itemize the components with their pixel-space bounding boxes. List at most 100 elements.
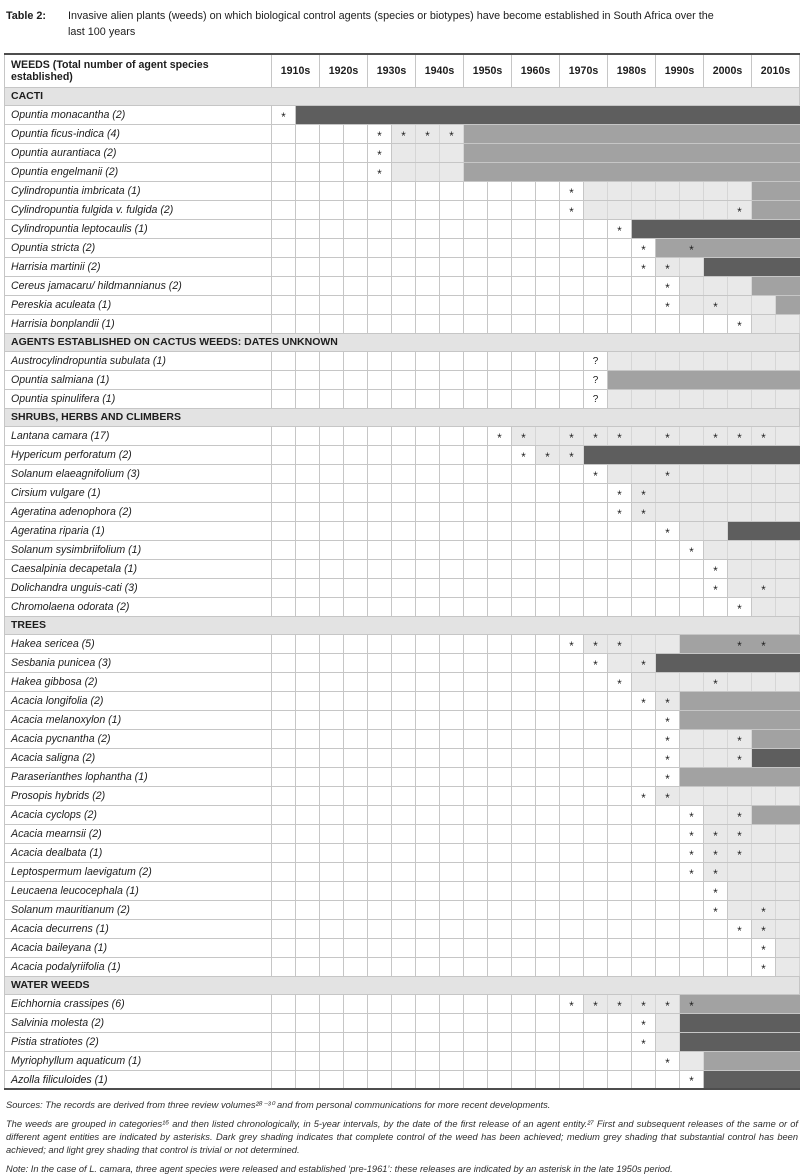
- timeline-cell: [511, 482, 536, 503]
- timeline-cell: [367, 275, 392, 296]
- timeline-cell: [511, 1069, 536, 1090]
- timeline-cell: [271, 709, 296, 730]
- timeline-cell: [727, 482, 752, 503]
- asterisk-marker: *: [401, 130, 406, 143]
- timeline-cell: [391, 785, 416, 806]
- timeline-cell: [607, 728, 632, 749]
- timeline-cell: [703, 539, 728, 560]
- timeline-cell: [535, 577, 560, 598]
- timeline-cell: [271, 804, 296, 825]
- timeline-cell: [319, 180, 344, 201]
- timeline-cell: [559, 520, 584, 541]
- timeline-cell: [679, 161, 704, 182]
- asterisk-marker: *: [521, 451, 526, 464]
- timeline-cell: [583, 671, 608, 692]
- timeline-cell: [775, 899, 800, 920]
- asterisk-marker: *: [641, 659, 646, 672]
- timeline-cell: [679, 728, 704, 749]
- timeline-cell: [655, 388, 680, 409]
- timeline-cell: [631, 937, 656, 958]
- timeline-cell: [607, 275, 632, 296]
- timeline-cell: [751, 785, 776, 806]
- timeline-cell: [391, 823, 416, 844]
- asterisk-marker: *: [689, 811, 694, 824]
- release-marker-cell: *: [559, 425, 584, 446]
- timeline-cell: [511, 199, 536, 220]
- timeline-cell: [607, 709, 632, 730]
- timeline-cell: [295, 1069, 320, 1090]
- decade-column-header: 1970s: [559, 53, 608, 88]
- timeline-cell: [439, 294, 464, 315]
- timeline-cell: [295, 539, 320, 560]
- release-marker-cell: *: [679, 823, 704, 844]
- timeline-cell: [607, 369, 632, 390]
- release-marker-cell: *: [679, 539, 704, 560]
- timeline-cell: [535, 728, 560, 749]
- timeline-cell: [751, 1031, 776, 1052]
- timeline-cell: [463, 237, 488, 258]
- asterisk-marker: *: [641, 697, 646, 710]
- timeline-cell: [415, 880, 440, 901]
- timeline-cell: [343, 1069, 368, 1090]
- timeline-cell: [319, 501, 344, 522]
- timeline-cell: [343, 1050, 368, 1071]
- timeline-cell: [271, 918, 296, 939]
- timeline-cell: [511, 350, 536, 371]
- timeline-cell: [391, 237, 416, 258]
- asterisk-marker: *: [737, 603, 742, 616]
- timeline-cell: [775, 766, 800, 787]
- timeline-cell: [463, 880, 488, 901]
- timeline-cell: [607, 256, 632, 277]
- timeline-cell: [487, 123, 512, 144]
- timeline-cell: [367, 1031, 392, 1052]
- timeline-cell: [679, 1031, 704, 1052]
- timeline-cell: [463, 275, 488, 296]
- weed-name: Acacia longifolia (2): [4, 690, 272, 711]
- timeline-cell: [439, 180, 464, 201]
- table-row: Cylindropuntia fulgida v. fulgida (2) * *: [4, 199, 800, 220]
- timeline-cell: [535, 520, 560, 541]
- timeline-cell: [439, 350, 464, 371]
- timeline-cell: [391, 482, 416, 503]
- release-marker-cell: *: [511, 425, 536, 446]
- timeline-cell: [415, 766, 440, 787]
- timeline-cell: [343, 785, 368, 806]
- timeline-cell: [535, 823, 560, 844]
- table-title: Invasive alien plants (weeds) on which b…: [68, 10, 714, 39]
- timeline-cell: [295, 350, 320, 371]
- timeline-cell: [487, 804, 512, 825]
- timeline-cell: [535, 785, 560, 806]
- asterisk-marker: *: [641, 1038, 646, 1051]
- timeline-cell: [487, 1012, 512, 1033]
- timeline-cell: [415, 861, 440, 882]
- asterisk-marker: *: [569, 206, 574, 219]
- timeline-cell: [367, 937, 392, 958]
- weed-name: Prosopis hybrids (2): [4, 785, 272, 806]
- release-marker-cell: *: [607, 482, 632, 503]
- timeline-cell: [391, 218, 416, 239]
- release-marker-cell: *: [703, 577, 728, 598]
- timeline-cell: [343, 993, 368, 1014]
- timeline-cell: [607, 104, 632, 125]
- timeline-cell: [367, 823, 392, 844]
- timeline-cell: [343, 671, 368, 692]
- timeline-cell: [727, 899, 752, 920]
- table-row: Cylindropuntia leptocaulis (1) *: [4, 218, 800, 239]
- timeline-cell: [319, 199, 344, 220]
- timeline-cell: [727, 444, 752, 465]
- asterisk-marker: *: [737, 640, 742, 653]
- timeline-cell: [583, 501, 608, 522]
- release-marker-cell: *: [679, 804, 704, 825]
- timeline-cell: [439, 577, 464, 598]
- timeline-cell: [751, 161, 776, 182]
- footnotes: Sources: The records are derived from th…: [6, 1099, 798, 1175]
- timeline-cell: [271, 539, 296, 560]
- timeline-cell: [367, 652, 392, 673]
- timeline-cell: [535, 369, 560, 390]
- table-row: Azolla filiculoides (1) *: [4, 1069, 800, 1090]
- timeline-cell: [655, 1031, 680, 1052]
- timeline-cell: [583, 823, 608, 844]
- release-marker-cell: *: [415, 123, 440, 144]
- timeline-cell: [415, 161, 440, 182]
- timeline-cell: [463, 444, 488, 465]
